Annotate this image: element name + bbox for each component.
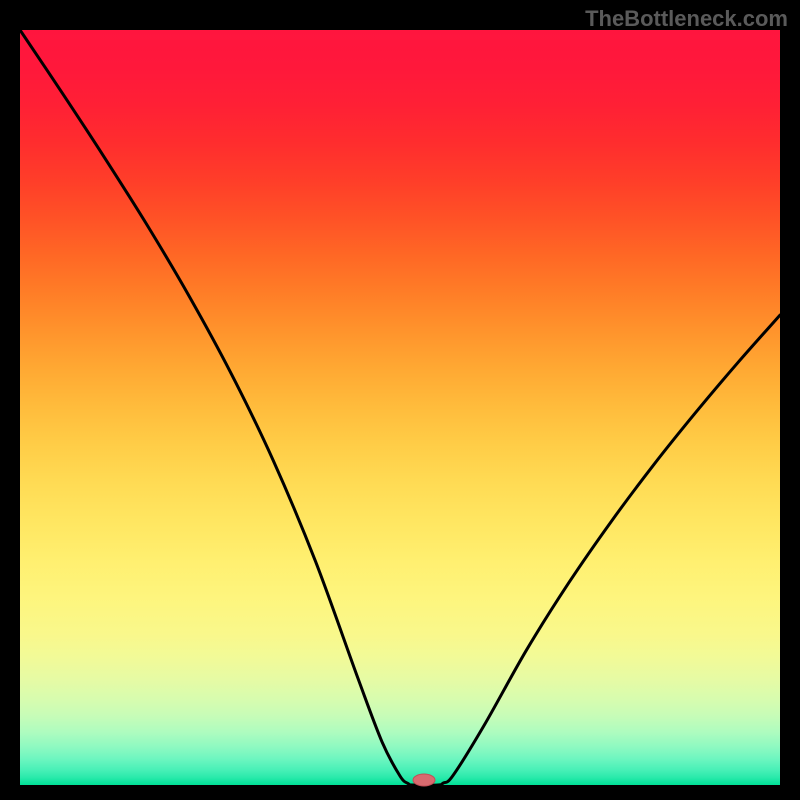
curve-layer	[0, 0, 800, 800]
minimum-marker	[413, 774, 435, 786]
bottleneck-chart: TheBottleneck.com	[0, 0, 800, 800]
watermark: TheBottleneck.com	[585, 6, 788, 32]
bottleneck-curve	[20, 30, 780, 785]
